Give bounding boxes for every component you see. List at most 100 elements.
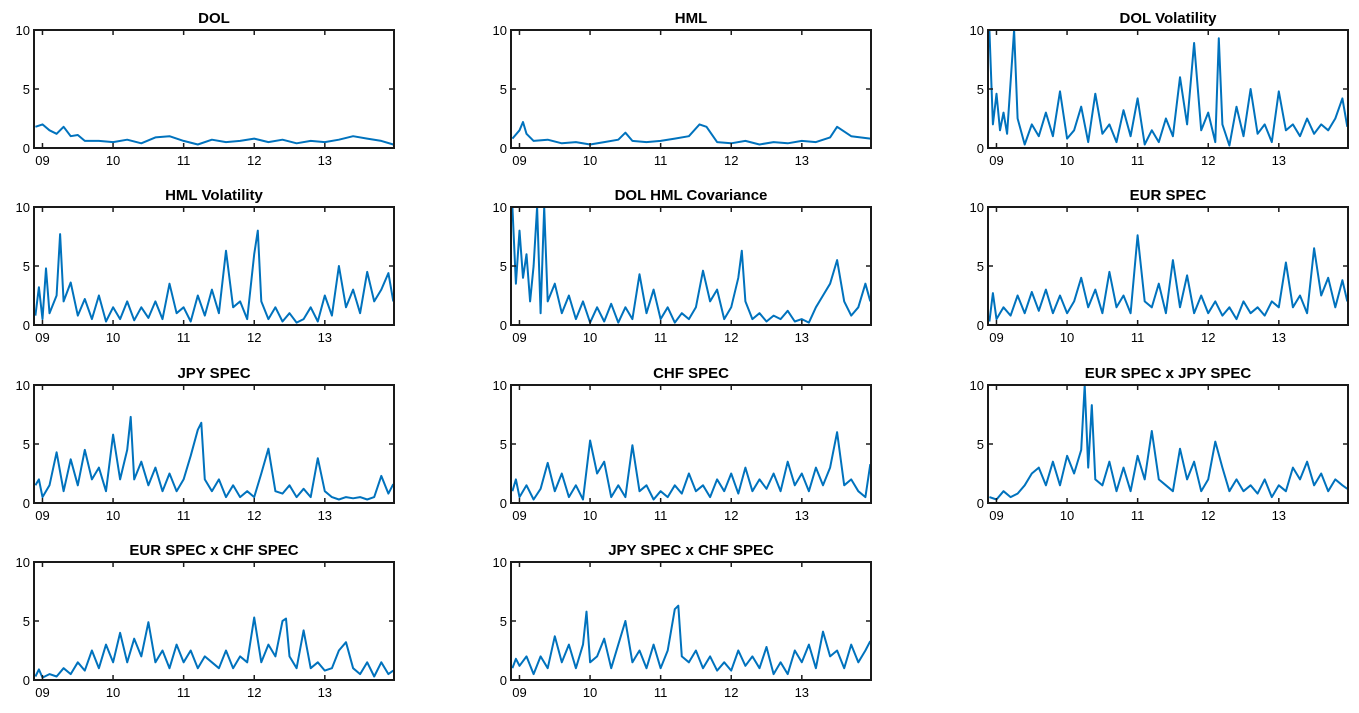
y-tick-label: 5: [977, 437, 984, 452]
y-tick-label: 0: [500, 318, 507, 333]
x-tick-label: 09: [35, 330, 49, 345]
x-tick-label: 11: [654, 508, 668, 523]
x-tick-label: 13: [795, 508, 809, 523]
x-tick-label: 12: [724, 330, 738, 345]
y-tick-label: 10: [493, 555, 507, 570]
y-tick-label: 10: [16, 200, 30, 215]
subplot: CHF SPEC 0 5 10 09 10 11 12 13: [493, 365, 872, 523]
subplot: EUR SPEC x JPY SPEC 0 5 10 09 10 11 12 13: [970, 365, 1349, 523]
series-line: [511, 431, 871, 501]
series-line: [511, 207, 871, 324]
x-tick-label: 12: [247, 508, 261, 523]
y-tick-label: 5: [977, 82, 984, 97]
x-tick-label: 13: [795, 685, 809, 700]
y-tick-label: 5: [23, 437, 30, 452]
y-tick-label: 10: [970, 23, 984, 38]
y-tick-label: 5: [23, 259, 30, 274]
series-line: [511, 604, 871, 676]
y-tick-label: 0: [23, 318, 30, 333]
x-tick-label: 13: [318, 508, 332, 523]
x-tick-label: 10: [106, 330, 120, 345]
x-tick-label: 12: [1201, 508, 1215, 523]
subplot: DOL HML Covariance 0 5 10 09 10 11 12 13: [493, 187, 872, 345]
y-tick-label: 0: [23, 496, 30, 511]
x-tick-label: 09: [512, 153, 526, 168]
x-tick-label: 13: [1272, 153, 1286, 168]
y-tick-label: 5: [500, 614, 507, 629]
subplot-title: EUR SPEC: [1130, 187, 1207, 204]
y-tick-label: 0: [977, 318, 984, 333]
y-tick-label: 5: [500, 259, 507, 274]
subplot: EUR SPEC 0 5 10 09 10 11 12 13: [970, 187, 1349, 345]
x-tick-label: 11: [1131, 330, 1145, 345]
x-tick-label: 10: [583, 153, 597, 168]
x-tick-label: 09: [989, 330, 1003, 345]
y-tick-label: 10: [970, 378, 984, 393]
x-tick-label: 13: [1272, 508, 1286, 523]
subplot-title: DOL Volatility: [1120, 10, 1218, 27]
x-tick-label: 11: [654, 330, 668, 345]
y-tick-label: 10: [493, 200, 507, 215]
x-tick-label: 09: [35, 153, 49, 168]
axes-box: [987, 29, 1349, 149]
y-tick-label: 10: [493, 23, 507, 38]
x-tick-label: 12: [724, 685, 738, 700]
x-tick-label: 11: [177, 508, 191, 523]
series-line: [988, 234, 1348, 322]
x-tick-label: 11: [1131, 153, 1145, 168]
subplot: DOL 0 5 10 09 10 11 12 13: [16, 10, 395, 168]
x-tick-label: 10: [583, 508, 597, 523]
y-tick-label: 0: [500, 673, 507, 688]
series-line: [34, 616, 394, 679]
axes-box: [33, 384, 395, 504]
y-tick-label: 10: [16, 378, 30, 393]
x-tick-label: 12: [1201, 330, 1215, 345]
axes-box: [33, 29, 395, 149]
x-tick-label: 10: [583, 330, 597, 345]
y-tick-label: 0: [977, 496, 984, 511]
x-tick-label: 13: [1272, 330, 1286, 345]
series-line: [988, 30, 1348, 147]
x-tick-label: 10: [583, 685, 597, 700]
subplot-title: CHF SPEC: [653, 365, 729, 382]
x-tick-label: 09: [989, 153, 1003, 168]
subplot: JPY SPEC x CHF SPEC 0 5 10 09 10 11 12 13: [493, 542, 872, 700]
series-line: [34, 229, 394, 324]
subplot: HML Volatility 0 5 10 09 10 11 12 13: [16, 187, 395, 345]
x-tick-label: 10: [1060, 153, 1074, 168]
x-tick-label: 11: [1131, 508, 1145, 523]
series-line: [989, 385, 1348, 501]
y-tick-label: 0: [977, 141, 984, 156]
x-tick-label: 09: [35, 685, 49, 700]
subplot-title: DOL: [198, 10, 230, 27]
x-tick-label: 09: [512, 508, 526, 523]
y-tick-label: 10: [16, 555, 30, 570]
x-tick-label: 10: [1060, 508, 1074, 523]
y-tick-label: 5: [977, 259, 984, 274]
subplot-title: JPY SPEC x CHF SPEC: [608, 542, 774, 559]
y-tick-label: 5: [500, 82, 507, 97]
x-tick-label: 09: [512, 685, 526, 700]
x-tick-label: 10: [106, 685, 120, 700]
subplot-title: EUR SPEC x CHF SPEC: [129, 542, 298, 559]
y-tick-label: 10: [16, 23, 30, 38]
x-tick-label: 11: [177, 330, 191, 345]
x-tick-label: 13: [318, 330, 332, 345]
axes-box: [987, 384, 1349, 504]
subplot: HML 0 5 10 09 10 11 12 13: [493, 10, 872, 168]
y-tick-label: 10: [493, 378, 507, 393]
x-tick-label: 11: [177, 153, 191, 168]
subplot-title: EUR SPEC x JPY SPEC: [1085, 365, 1252, 382]
x-tick-label: 12: [724, 153, 738, 168]
subplot-title: HML Volatility: [165, 187, 263, 204]
x-tick-label: 11: [177, 685, 191, 700]
x-tick-label: 13: [795, 153, 809, 168]
y-tick-label: 5: [500, 437, 507, 452]
y-tick-label: 0: [23, 673, 30, 688]
subplot: EUR SPEC x CHF SPEC 0 5 10 09 10 11 12 13: [16, 542, 395, 700]
subplot-title: HML: [675, 10, 708, 27]
subplot: JPY SPEC 0 5 10 09 10 11 12 13: [16, 365, 395, 523]
x-tick-label: 12: [247, 330, 261, 345]
x-tick-label: 10: [106, 153, 120, 168]
